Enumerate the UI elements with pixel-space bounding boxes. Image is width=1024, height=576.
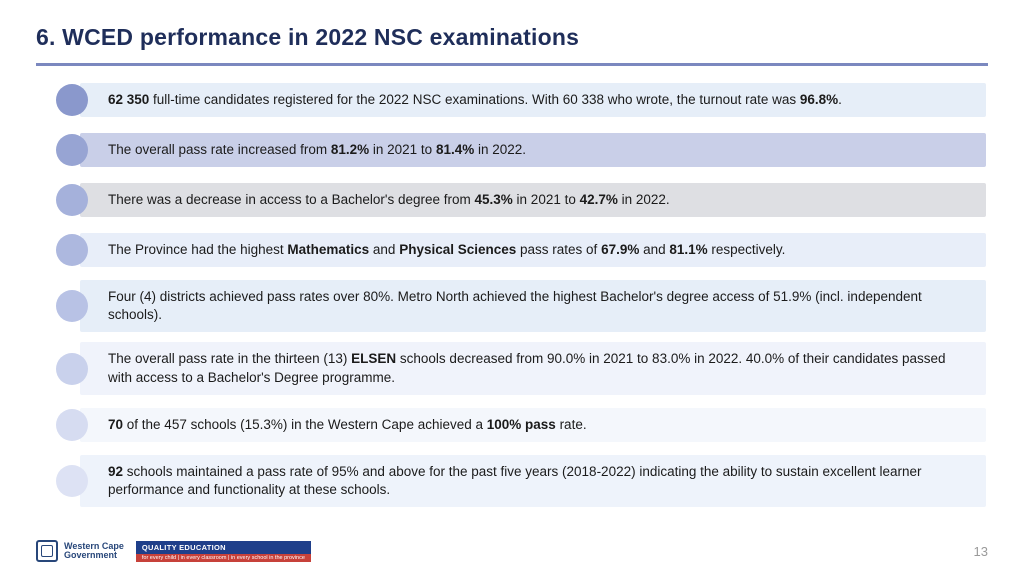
- bullet-text: 92 schools maintained a pass rate of 95%…: [80, 455, 986, 507]
- bullet-rows: 62 350 full-time candidates registered f…: [36, 80, 988, 507]
- slide: 6. WCED performance in 2022 NSC examinat…: [0, 0, 1024, 576]
- qe-badge-bottom: for every child | in every classroom | i…: [136, 554, 311, 562]
- bullet-text: Four (4) districts achieved pass rates o…: [80, 280, 986, 332]
- wc-emblem-icon: [36, 540, 58, 562]
- bullet-row: The overall pass rate increased from 81.…: [56, 130, 986, 170]
- bullet-dot-icon: [56, 465, 88, 497]
- wc-logo-text: Western Cape Government: [64, 542, 124, 561]
- qe-badge-top: QUALITY EDUCATION: [136, 541, 311, 554]
- bullet-text: There was a decrease in access to a Bach…: [80, 183, 986, 217]
- bullet-row: There was a decrease in access to a Bach…: [56, 180, 986, 220]
- bullet-text: 70 of the 457 schools (15.3%) in the Wes…: [80, 408, 986, 442]
- bullet-dot-icon: [56, 184, 88, 216]
- bullet-dot-icon: [56, 134, 88, 166]
- bullet-text: 62 350 full-time candidates registered f…: [80, 83, 986, 117]
- quality-education-badge: QUALITY EDUCATION for every child | in e…: [136, 541, 311, 562]
- bullet-dot-icon: [56, 84, 88, 116]
- bullet-text: The overall pass rate increased from 81.…: [80, 133, 986, 167]
- bullet-row: The overall pass rate in the thirteen (1…: [56, 342, 986, 394]
- bullet-row: Four (4) districts achieved pass rates o…: [56, 280, 986, 332]
- bullet-row: 62 350 full-time candidates registered f…: [56, 80, 986, 120]
- footer: Western Cape Government QUALITY EDUCATIO…: [36, 540, 988, 562]
- western-cape-logo: Western Cape Government: [36, 540, 124, 562]
- bullet-row: The Province had the highest Mathematics…: [56, 230, 986, 270]
- slide-title: 6. WCED performance in 2022 NSC examinat…: [36, 24, 988, 51]
- bullet-dot-icon: [56, 234, 88, 266]
- bullet-row: 70 of the 457 schools (15.3%) in the Wes…: [56, 405, 986, 445]
- bullet-dot-icon: [56, 290, 88, 322]
- wc-line2: Government: [64, 551, 124, 560]
- page-number: 13: [974, 544, 988, 559]
- title-rule: [36, 63, 988, 66]
- bullet-dot-icon: [56, 353, 88, 385]
- bullet-text: The Province had the highest Mathematics…: [80, 233, 986, 267]
- bullet-text: The overall pass rate in the thirteen (1…: [80, 342, 986, 394]
- footer-logos: Western Cape Government QUALITY EDUCATIO…: [36, 540, 311, 562]
- bullet-row: 92 schools maintained a pass rate of 95%…: [56, 455, 986, 507]
- bullet-dot-icon: [56, 409, 88, 441]
